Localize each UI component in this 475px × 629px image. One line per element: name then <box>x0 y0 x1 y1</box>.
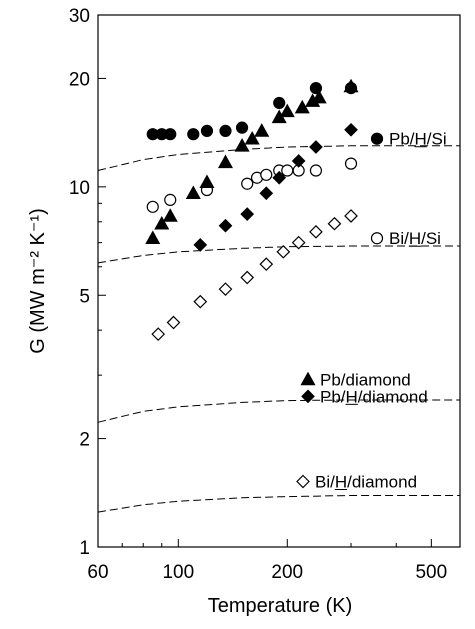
data-point <box>241 177 254 190</box>
data-point <box>185 185 201 200</box>
series-filled-triangle <box>145 78 359 245</box>
x-tick-label: 60 <box>87 562 108 583</box>
data-point <box>279 103 295 118</box>
legend-label: Pb/H/Si <box>389 130 447 149</box>
data-point <box>327 216 342 231</box>
reference-curve-4 <box>97 495 460 513</box>
data-point <box>219 124 232 137</box>
data-point <box>162 208 178 222</box>
legend-entry: Pb/H/diamond <box>301 387 428 406</box>
legend-entry: Pb/H/Si <box>370 130 447 149</box>
data-point <box>259 257 274 272</box>
data-point <box>164 128 177 141</box>
series-open-circle <box>146 157 358 213</box>
data-point <box>151 327 166 341</box>
y-axis-ticks: 1 2 5 10 20 30 <box>69 6 106 559</box>
data-point <box>260 168 273 181</box>
x-tick-label: 100 <box>162 562 194 583</box>
data-point <box>145 230 161 245</box>
legend-label: Bi/H/Si <box>389 229 441 248</box>
legend-label: Pb/diamond <box>320 370 411 389</box>
y-tick-label: 2 <box>79 430 90 451</box>
data-point <box>187 128 200 141</box>
y-tick-label: 10 <box>69 178 90 199</box>
data-point <box>294 99 310 114</box>
data-markers <box>145 78 359 341</box>
series-filled-diamond <box>193 122 358 252</box>
data-point <box>291 235 306 250</box>
legend-entry: Bi/H/Si <box>370 229 441 248</box>
data-point <box>218 218 233 233</box>
y-tick-label: 1 <box>79 538 90 559</box>
data-point <box>259 186 274 201</box>
data-point <box>218 282 233 296</box>
data-point <box>235 121 249 134</box>
series-open-diamond <box>151 209 358 341</box>
data-point <box>344 209 358 223</box>
data-point <box>343 78 359 93</box>
data-point <box>193 294 208 309</box>
data-point <box>276 244 291 259</box>
data-point <box>344 157 358 170</box>
data-point <box>311 89 327 104</box>
legend-marker <box>300 371 316 386</box>
legend-entry: Pb/diamond <box>300 370 411 389</box>
legend-entry: Bi/H/diamond <box>296 473 417 492</box>
y-tick-label: 5 <box>79 286 90 307</box>
legend-marker <box>370 132 384 145</box>
data-point <box>193 238 208 252</box>
data-point <box>273 96 286 110</box>
reference-curve-1 <box>97 145 460 171</box>
data-point <box>254 123 270 137</box>
x-axis-ticks: 60 100 200 500 <box>87 539 461 583</box>
legend-marker <box>301 389 315 404</box>
y-tick-label: 30 <box>69 6 90 27</box>
data-point <box>240 270 255 285</box>
legend-label: Bi/H/diamond <box>315 473 417 492</box>
data-point <box>234 138 250 152</box>
y-axis-title: G (MW m⁻² K⁻¹) <box>27 208 49 354</box>
data-point <box>344 122 358 137</box>
data-point <box>240 207 255 221</box>
legend-label: Pb/H/diamond <box>320 387 428 406</box>
series-filled-circle <box>146 81 358 141</box>
x-tick-label: 200 <box>271 562 303 583</box>
data-point <box>309 140 323 154</box>
data-point <box>166 315 181 330</box>
legend-marker <box>370 232 384 245</box>
data-point <box>309 224 323 239</box>
y-tick-label: 20 <box>69 69 90 90</box>
data-point <box>154 215 170 230</box>
data-point <box>217 154 234 169</box>
x-axis-title: Temperature (K) <box>208 595 353 617</box>
data-point <box>291 154 306 168</box>
plot-frame <box>97 14 461 548</box>
data-point <box>244 131 260 145</box>
legend-marker <box>296 474 310 489</box>
data-point <box>272 170 287 185</box>
reference-curve-3 <box>97 399 460 423</box>
x-tick-label: 500 <box>415 562 447 583</box>
data-point <box>281 164 294 177</box>
reference-curves <box>97 145 460 513</box>
data-point <box>199 174 215 189</box>
data-point <box>200 124 214 137</box>
reference-curve-2 <box>97 245 460 264</box>
data-point <box>309 164 323 177</box>
data-point <box>164 193 177 206</box>
data-point <box>146 200 159 213</box>
